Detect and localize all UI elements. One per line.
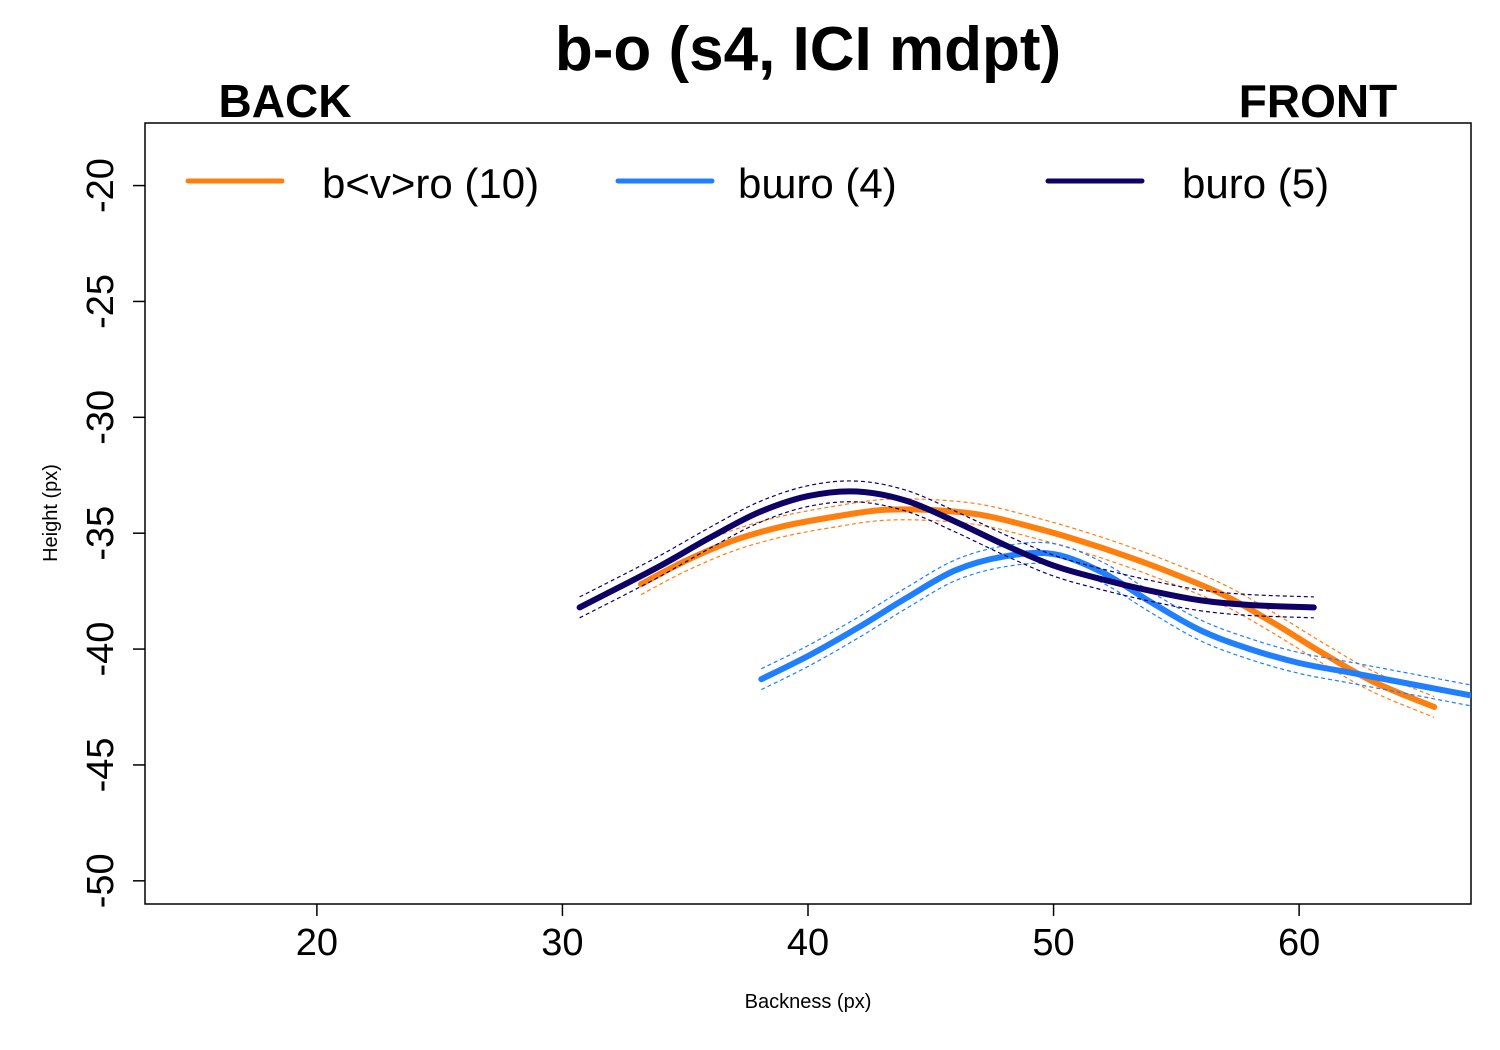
x-tick-label: 40: [787, 922, 829, 964]
series-b-v-ro-band-upper: [640, 498, 1435, 698]
front-label: FRONT: [1239, 75, 1397, 127]
y-tick-label: -40: [80, 622, 122, 677]
y-axis-label: Height (px): [40, 464, 62, 562]
x-tick-label: 50: [1032, 922, 1074, 964]
y-tick-label: -45: [80, 737, 122, 792]
legend: b<v>ro (10) bɯro (4) buro (5): [185, 160, 1329, 207]
plot-frame: [144, 122, 1472, 905]
series-buro-band-upper: [579, 480, 1314, 598]
y-tick-label: -50: [80, 853, 122, 908]
x-tick-label: 60: [1278, 922, 1320, 964]
y-tick-label: -20: [80, 158, 122, 213]
series-b-v-ro-band-lower: [640, 519, 1435, 718]
legend-label-buro: buro (5): [1182, 160, 1329, 207]
series-line-bwro: [758, 549, 1471, 699]
y-tick-label: -30: [80, 390, 122, 445]
x-tick-label: 30: [541, 922, 583, 964]
series-line-b-v-ro: [638, 506, 1438, 710]
legend-label-b-v-ro: b<v>ro (10): [322, 160, 539, 207]
back-label: BACK: [219, 75, 352, 127]
x-axis-ticks: 20 30 40 50 60: [296, 904, 1320, 964]
series-bwro-band-upper: [761, 541, 1471, 686]
x-axis-label: Backness (px): [745, 991, 872, 1013]
y-axis-ticks: -20 -25 -30 -35 -40 -45 -50: [80, 158, 145, 908]
y-tick-label: -25: [80, 274, 122, 329]
legend-label-bwro: bɯro (4): [738, 160, 897, 207]
series-line-buro: [576, 488, 1317, 611]
chart-title: b-o (s4, ICI mdpt): [555, 15, 1061, 84]
series-layer: [576, 480, 1471, 718]
series-bwro-band-lower: [761, 562, 1471, 707]
y-tick-label: -35: [80, 506, 122, 561]
x-tick-label: 20: [296, 922, 338, 964]
series-buro-band-lower: [579, 501, 1314, 619]
